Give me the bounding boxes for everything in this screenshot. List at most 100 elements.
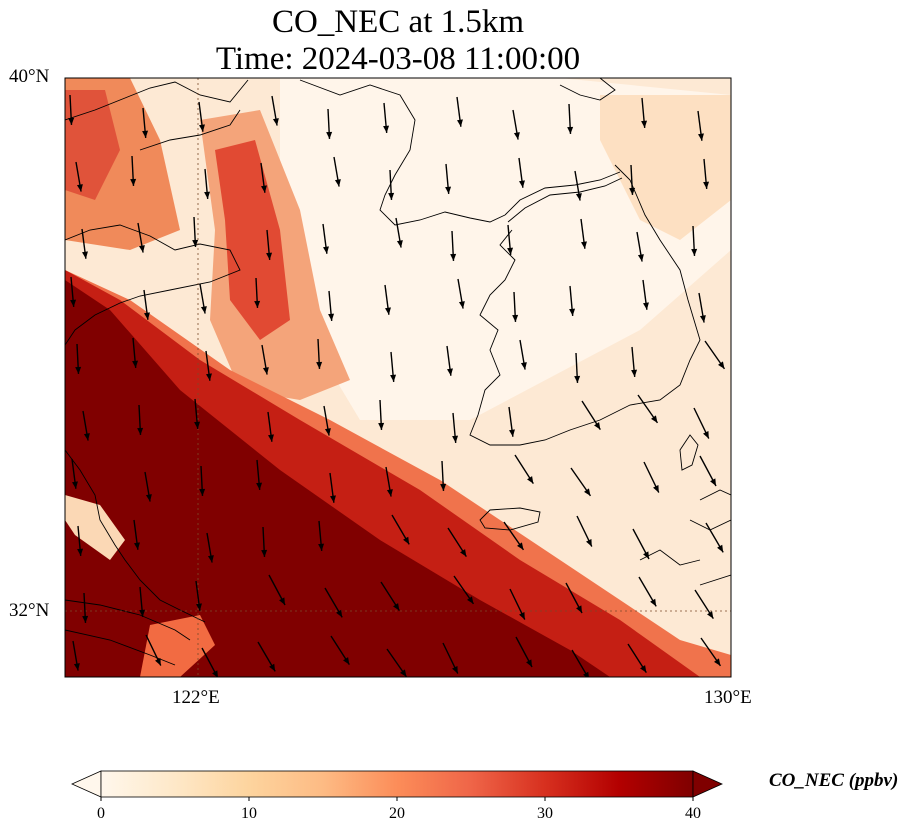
wind-vector-head	[72, 481, 78, 489]
wind-vector-head	[383, 125, 390, 133]
wind-vector-head	[452, 435, 459, 443]
wind-vector-head	[403, 536, 410, 545]
yangtze-estuary	[65, 629, 176, 666]
bohai-coast-north	[139, 109, 241, 151]
wind-vector-head	[77, 548, 84, 556]
wind-vector-head	[583, 671, 589, 677]
wind-vector-head	[527, 476, 534, 484]
wind-vector-head	[452, 666, 458, 674]
wind-vector-head	[279, 597, 286, 605]
map-title-line1: CO_NEC at 1.5km	[271, 4, 525, 40]
shandong-coast	[65, 224, 241, 346]
wind-vector-head	[512, 314, 519, 322]
wind-vector-head	[581, 241, 587, 249]
wind-vector-head	[378, 422, 385, 430]
wind-vector-head	[134, 542, 140, 550]
wind-vector-head	[519, 180, 525, 188]
wind-vector-head	[254, 300, 261, 308]
wind-vector-head	[718, 361, 725, 369]
wind-vectors	[68, 94, 726, 677]
wind-vector-head	[520, 362, 527, 370]
wind-vector-head	[513, 132, 520, 140]
tsushima-island	[679, 434, 699, 471]
wind-vector-head	[82, 615, 89, 623]
wind-vector-head	[699, 315, 706, 323]
wind-vector-head	[629, 187, 636, 195]
wind-vector-head	[268, 434, 274, 442]
map-panel	[64, 77, 732, 678]
wind-vector-head	[386, 489, 393, 497]
wind-vector-head	[643, 302, 649, 310]
wind-vector-head	[576, 605, 583, 613]
wind-vector-head	[199, 488, 206, 496]
wind-vector-head	[73, 663, 80, 671]
wind-vector-head	[269, 663, 276, 672]
colorbar-gradient	[100, 770, 694, 798]
colorbar-tick-label-40: 40	[685, 805, 701, 822]
wind-vector-head	[196, 603, 202, 611]
wind-vector-head	[266, 252, 273, 260]
wind-vector-head	[703, 181, 710, 189]
wind-vector-head	[70, 299, 77, 307]
wind-vector-head	[517, 542, 524, 550]
wind-vector-head	[458, 301, 465, 309]
korean-peninsula-coast	[469, 164, 701, 446]
colorbar-title: CO_NEC (ppbv)	[769, 770, 899, 791]
lon-label-130e: 130°E	[704, 687, 752, 708]
wind-vector-head	[200, 306, 207, 314]
wind-vector-head	[396, 240, 403, 248]
wind-vector-head	[698, 133, 704, 141]
wind-vector-head	[194, 421, 201, 429]
wind-vector-head	[323, 246, 329, 254]
wind-vector-head	[132, 360, 139, 368]
wind-vector-head	[710, 478, 717, 486]
wind-vector-head	[68, 117, 75, 125]
wind-vector-head	[139, 609, 146, 617]
wind-vector-head	[388, 192, 395, 200]
wind-vector-head	[334, 179, 341, 187]
wind-vector-head	[526, 659, 533, 667]
wind-vector-head	[385, 307, 391, 315]
wind-vector-head	[575, 193, 582, 201]
liaodong-coast	[65, 79, 249, 121]
wind-vector-head	[316, 361, 323, 369]
liaoning-korea-west-coast	[299, 79, 506, 226]
wind-vector-head	[83, 433, 90, 441]
wind-vector-head	[144, 312, 150, 320]
wind-vector-head	[336, 609, 343, 618]
wind-vector-head	[82, 251, 88, 259]
colorbar-ticks	[100, 797, 694, 801]
wind-vector-head	[206, 373, 212, 381]
wind-vector-head	[145, 494, 152, 502]
wind-vector-head	[318, 543, 325, 551]
wind-vector-head	[507, 247, 514, 255]
coastlines	[65, 78, 731, 666]
south-max-region	[65, 280, 610, 677]
wind-vector-head	[707, 611, 714, 619]
wind-vector-head	[138, 245, 145, 253]
colorbar-tick-label-30: 30	[537, 805, 553, 822]
wind-vector-head	[204, 191, 211, 199]
wind-vector-head	[445, 186, 452, 194]
wind-vector-head	[691, 248, 698, 256]
wind-vector-head	[324, 428, 331, 436]
colorbar-tick-label-0: 0	[97, 805, 105, 822]
wind-vector-head	[594, 422, 601, 430]
wind-vector-head	[330, 495, 336, 503]
wind-vector-head	[272, 118, 279, 126]
wind-vector-head	[390, 374, 397, 382]
lat-label-40n: 40°N	[9, 66, 50, 87]
gridlines	[65, 78, 731, 677]
wind-vector-head	[714, 658, 721, 666]
wind-vector-head	[326, 131, 333, 139]
wind-vector-head	[460, 549, 467, 557]
korea-border-2	[507, 177, 623, 223]
wind-vector-head	[567, 126, 574, 134]
colorbar-tick-label-20: 20	[389, 805, 405, 822]
korea-border	[504, 171, 621, 216]
wind-vector-head	[207, 555, 214, 563]
wind-vector-head	[651, 415, 658, 423]
wind-vector-head	[261, 185, 267, 193]
wind-vector-head	[199, 124, 205, 132]
map-frame	[64, 77, 732, 678]
